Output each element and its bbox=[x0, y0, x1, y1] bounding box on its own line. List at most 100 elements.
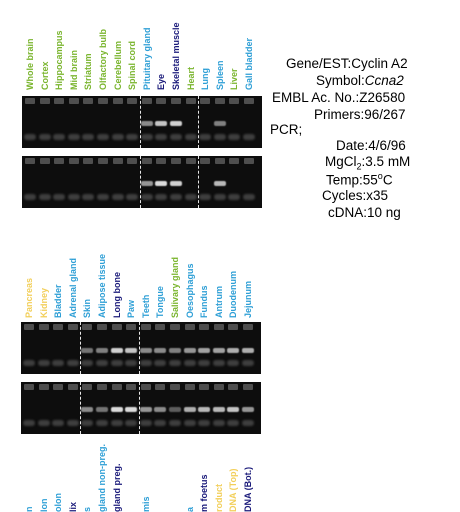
gel-well bbox=[171, 98, 181, 104]
primer-dimer-band bbox=[213, 194, 226, 200]
primer-dimer-band bbox=[96, 420, 108, 426]
primer-dimer-band bbox=[199, 194, 212, 200]
primer-dimer-band bbox=[170, 194, 182, 200]
primer-dimer-band bbox=[52, 360, 65, 366]
pcr-band bbox=[139, 348, 152, 353]
pcr-band bbox=[213, 121, 226, 126]
primer-dimer-band bbox=[24, 134, 36, 140]
embl-key: EMBL Ac. No.: bbox=[272, 90, 360, 105]
gel-well bbox=[67, 324, 78, 330]
gel-well bbox=[82, 384, 93, 390]
gel-well bbox=[214, 98, 225, 104]
gel-well bbox=[68, 98, 79, 104]
gel-well bbox=[200, 98, 211, 104]
gel-well bbox=[126, 384, 137, 390]
gel-well bbox=[112, 158, 123, 164]
gel-well bbox=[156, 98, 167, 104]
pcr-band bbox=[212, 348, 225, 353]
gel-well bbox=[199, 324, 210, 330]
top-lane-label-7: Spinal cord bbox=[127, 40, 138, 90]
gel-well bbox=[214, 158, 225, 164]
partial-lane-label-1: lon bbox=[38, 498, 49, 512]
partial-lane-label-4: s bbox=[82, 506, 93, 512]
primer-dimer-band bbox=[212, 360, 225, 366]
gel-well bbox=[200, 158, 211, 164]
primer-dimer-band bbox=[155, 194, 168, 200]
gel-well bbox=[126, 324, 137, 330]
primer-dimer-band bbox=[110, 360, 123, 366]
bottom-lane-label-0: Pancreas bbox=[24, 277, 34, 318]
lane-divider bbox=[80, 322, 82, 374]
primer-dimer-band bbox=[183, 420, 196, 426]
gel-well bbox=[155, 324, 166, 330]
pcr-band bbox=[170, 181, 182, 186]
symbol-value: Ccna2 bbox=[364, 73, 404, 88]
partial-lane-label-13: roduct bbox=[213, 484, 224, 512]
gel-panel-bottom-1 bbox=[21, 322, 261, 374]
bottom-lane-label-7: Paw bbox=[126, 299, 137, 318]
gel-well bbox=[97, 384, 107, 390]
bottom-lane-label-9: Tongue bbox=[155, 286, 166, 318]
primer-dimer-band bbox=[81, 360, 94, 366]
lane-divider bbox=[138, 382, 140, 434]
primer-dimer-band bbox=[38, 194, 51, 200]
mgcl-value: 3.5 mM bbox=[365, 154, 411, 169]
gel-well bbox=[97, 324, 107, 330]
partial-lane-label-0: n bbox=[24, 506, 34, 512]
primer-dimer-band bbox=[198, 360, 211, 366]
primer-dimer-band bbox=[228, 134, 241, 140]
gene-key: Gene/EST: bbox=[286, 56, 352, 71]
gel-well bbox=[213, 324, 224, 330]
primer-dimer-band bbox=[37, 420, 50, 426]
bottom-lane-label-11: Oesophagus bbox=[184, 263, 195, 318]
pcr-band bbox=[198, 348, 211, 353]
primer-dimer-band bbox=[24, 194, 36, 200]
gel-well bbox=[111, 324, 122, 330]
gel-well bbox=[24, 384, 34, 390]
primer-dimer-band bbox=[212, 420, 225, 426]
gel-well bbox=[54, 158, 65, 164]
primer-dimer-band bbox=[139, 360, 152, 366]
mgcl-row: MgCl2:3.5 mM bbox=[325, 154, 410, 172]
temp-key: Temp: bbox=[326, 172, 363, 188]
primer-dimer-band bbox=[111, 134, 124, 140]
lane-divider bbox=[80, 382, 82, 434]
pcr-band bbox=[154, 348, 167, 353]
primer-dimer-band bbox=[198, 420, 211, 426]
gel-well bbox=[244, 98, 254, 104]
gel-well bbox=[141, 98, 152, 104]
pcr-band bbox=[154, 407, 167, 412]
bottom-lane-label-10: Salivary gland bbox=[170, 256, 180, 318]
bottom-lane-label-5: Adipose tissue bbox=[97, 253, 107, 318]
primer-dimer-band bbox=[242, 420, 254, 426]
top-lane-label-4: Striatum bbox=[83, 53, 94, 90]
primer-dimer-band bbox=[140, 134, 153, 140]
primer-dimer-band bbox=[184, 194, 197, 200]
primer-dimer-band bbox=[169, 360, 181, 366]
mgcl-key-colon: : bbox=[361, 154, 366, 169]
gel-well bbox=[213, 384, 224, 390]
primer-dimer-band bbox=[126, 134, 139, 140]
partial-lane-label-3: lix bbox=[67, 501, 78, 512]
partial-lane-label-2: olon bbox=[53, 493, 64, 512]
gel-well bbox=[111, 384, 122, 390]
primer-dimer-band bbox=[96, 360, 108, 366]
gel-well bbox=[184, 384, 195, 390]
primer-dimer-band bbox=[110, 420, 123, 426]
partial-lane-label-14: DNA (Top) bbox=[228, 468, 239, 512]
gel-well bbox=[170, 384, 180, 390]
gene-value: Cyclin A2 bbox=[351, 56, 408, 71]
gel-well bbox=[243, 324, 253, 330]
cdna-value: 10 ng bbox=[367, 205, 401, 220]
cycles-key: Cycles: bbox=[322, 188, 367, 203]
primers-key: Primers: bbox=[314, 107, 365, 122]
primer-dimer-band bbox=[227, 420, 240, 426]
primer-dimer-band bbox=[184, 134, 197, 140]
pcr-band bbox=[242, 348, 254, 353]
gel-well bbox=[127, 158, 138, 164]
bottom-lane-label-12: Fundus bbox=[199, 285, 210, 319]
primer-dimer-band bbox=[155, 134, 168, 140]
date-value: 4/6/96 bbox=[368, 138, 406, 153]
top-lane-label-6: Cerebellum bbox=[112, 40, 123, 90]
partial-lane-label-6: gland preg. bbox=[111, 463, 122, 512]
